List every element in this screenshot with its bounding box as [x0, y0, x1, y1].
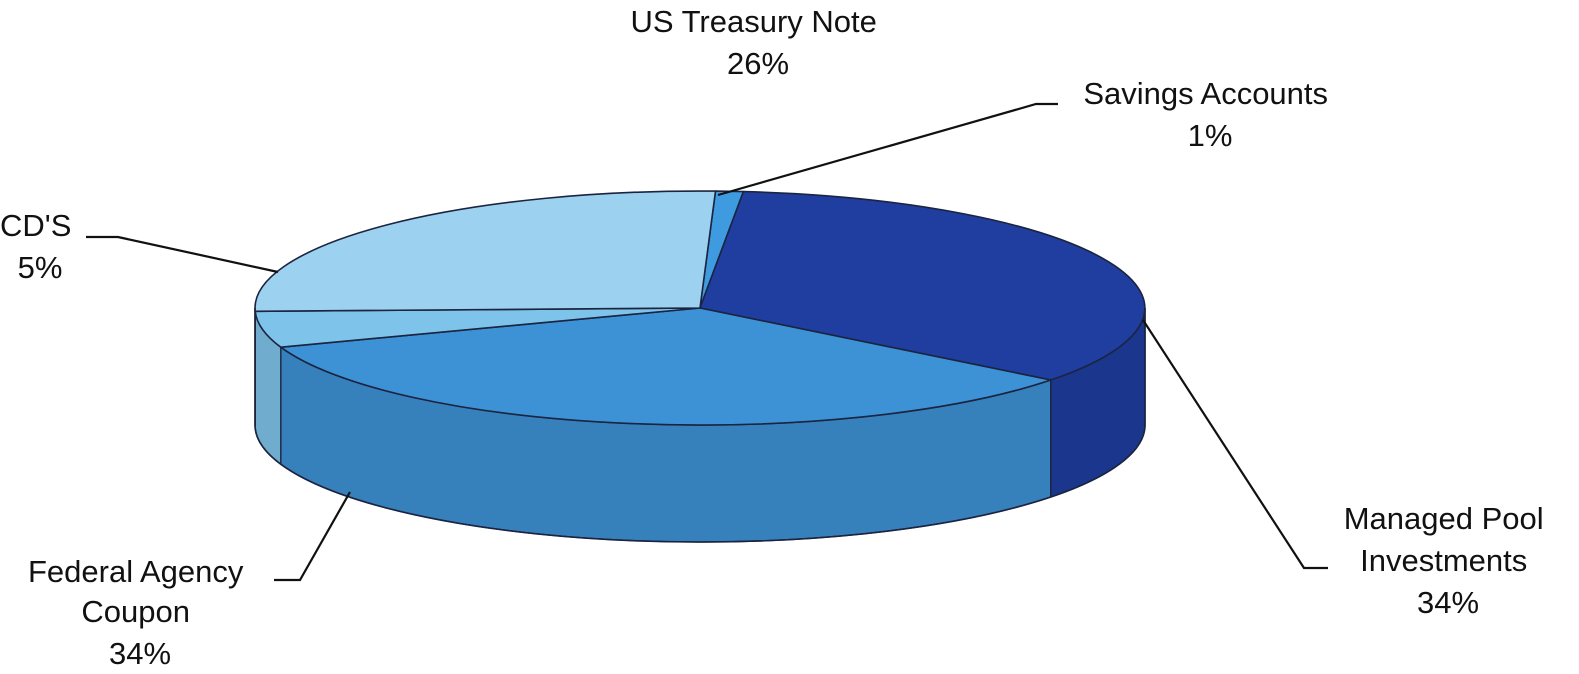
pie-rim-outline: [254, 308, 1146, 543]
pie-outline-layer: [254, 308, 1146, 543]
label-federal-agency-coupon: Federal Agency Coupon 34%: [28, 554, 252, 671]
pie-depth-layer: [254, 307, 1146, 543]
leader-lines: [86, 102, 1328, 582]
leader-line-federal-agency-coupon: [274, 491, 351, 582]
pie-top-layer: [254, 190, 1146, 426]
leader-line-savings-accounts: [717, 102, 1058, 197]
pie-slice-managed-pool-investments: [699, 190, 1146, 381]
leader-line-managed-pool-investments: [1142, 319, 1328, 570]
label-savings-accounts: Savings Accounts 1%: [1083, 76, 1336, 153]
label-us-treasury-note: US Treasury Note 26%: [631, 4, 886, 81]
label-cds: CD'S 5%: [0, 208, 80, 285]
leader-line-cds: [86, 235, 279, 274]
pie-slice-federal-agency-coupon: [280, 307, 1052, 426]
pie-slice-us-treasury-note: [254, 190, 717, 313]
label-managed-pool-investments: Managed Pool Investments 34%: [1344, 501, 1553, 620]
